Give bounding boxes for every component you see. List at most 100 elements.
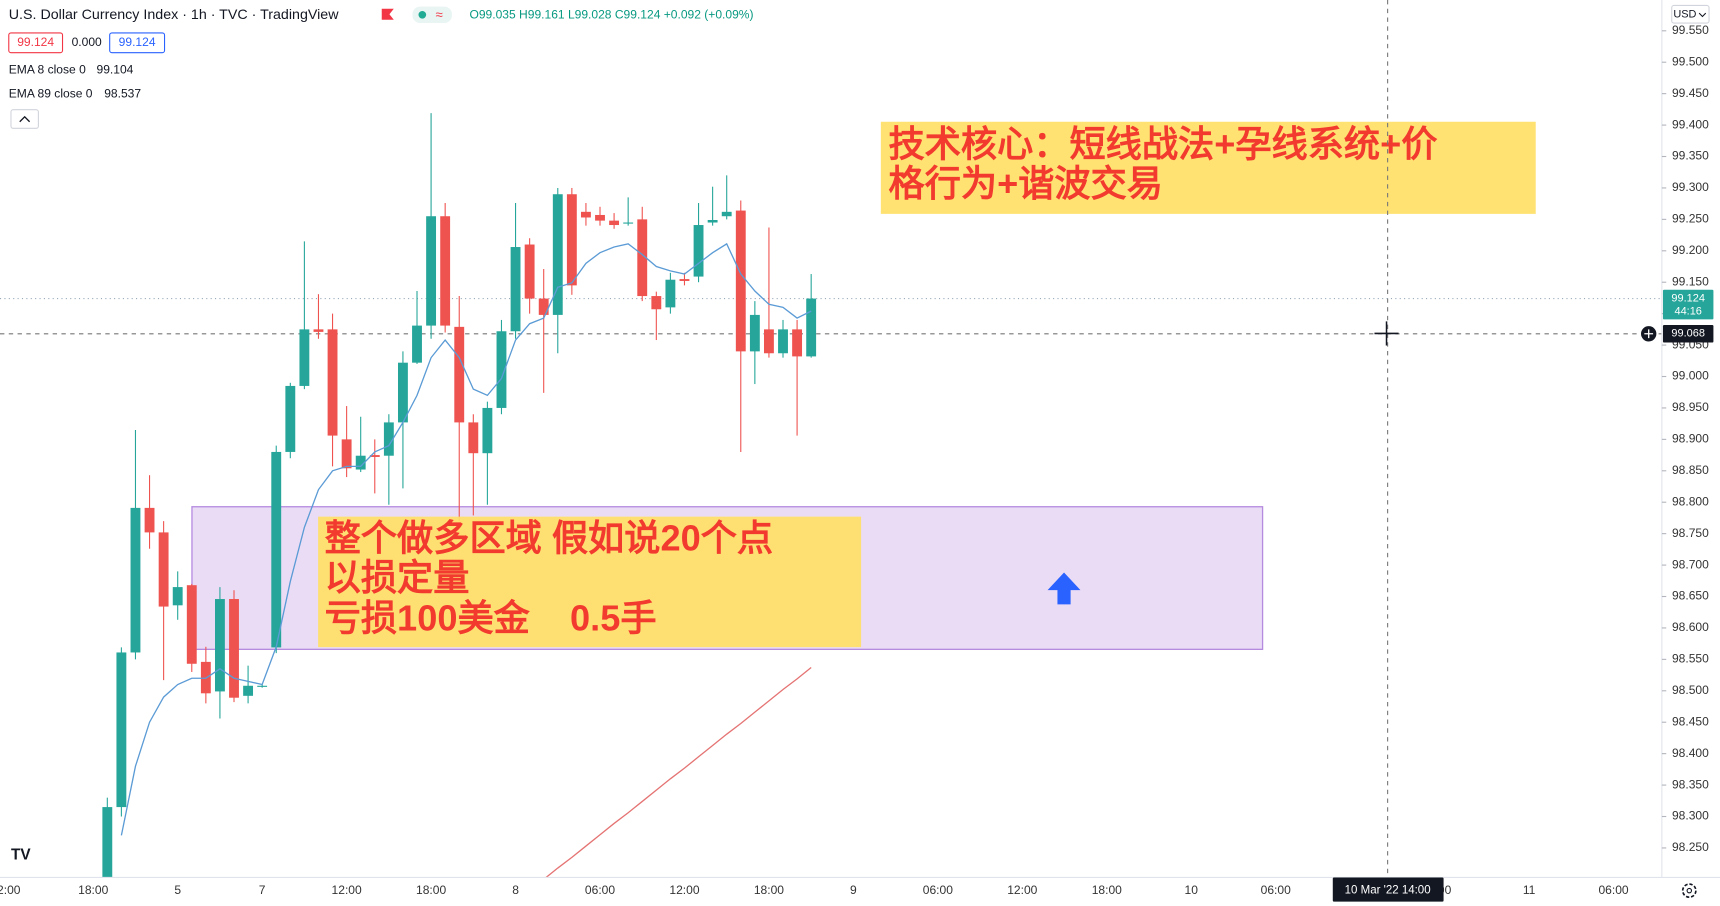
y-tick-label: 98.250 — [1672, 840, 1709, 854]
note-text: 整个做多区域 假如说20个点 — [325, 517, 773, 558]
status-pill[interactable] — [412, 6, 452, 24]
x-tick-label: 06:00 — [923, 883, 953, 897]
candle-body — [482, 407, 493, 454]
last-price-tag — [1662, 289, 1714, 320]
candle-body — [792, 329, 803, 357]
y-tick-label: 99.000 — [1672, 369, 1709, 383]
y-tick-label: 99.300 — [1672, 180, 1709, 194]
candle-body — [749, 314, 760, 352]
candle-body — [778, 329, 788, 354]
x-tick-label: 7 — [259, 883, 266, 897]
candle-body — [341, 439, 352, 469]
x-tick-label: 12:00 — [332, 883, 362, 897]
candle-body — [665, 279, 676, 308]
crosshair-time-tag — [1332, 877, 1444, 902]
candle-body — [679, 279, 690, 281]
note-text: 格行为+谐波交易 — [889, 163, 1163, 204]
ask-box[interactable] — [109, 32, 166, 54]
crosshair-price-tag — [1662, 324, 1714, 343]
settings-icon[interactable] — [1681, 883, 1697, 899]
price-axis — [1661, 0, 1720, 906]
candle-body — [383, 422, 394, 456]
y-tick-label: 99.450 — [1672, 86, 1709, 100]
indicator-lines — [120, 242, 812, 878]
y-tick-label: 98.600 — [1672, 620, 1709, 634]
candle-body — [257, 685, 268, 687]
y-tick-label: 99.250 — [1672, 212, 1709, 226]
candles — [102, 113, 817, 892]
status-icon: ≈ — [435, 7, 442, 22]
candle-body — [454, 326, 465, 423]
y-tick-label: 98.850 — [1672, 463, 1709, 477]
candle-body — [496, 331, 507, 408]
candle-body — [130, 507, 141, 653]
candle-body — [580, 211, 591, 218]
note-box[interactable] — [318, 516, 862, 648]
candle-body — [229, 599, 239, 698]
candle-body — [707, 219, 718, 223]
candle-body — [806, 298, 817, 357]
x-tick-label: 8 — [512, 883, 519, 897]
bid-price: 99.124 — [17, 35, 54, 49]
ohlc-values: O99.035 H99.161 L99.028 C99.124 +0.092 (… — [469, 8, 753, 22]
countdown-label: 44:16 — [1674, 306, 1701, 318]
y-tick-label: 98.700 — [1672, 557, 1709, 571]
currency-button[interactable] — [1671, 4, 1710, 24]
flag-icon[interactable] — [381, 8, 394, 20]
candle-body — [299, 329, 310, 386]
candle-body — [637, 219, 648, 297]
y-tick-label: 98.750 — [1672, 526, 1709, 540]
x-tick-label: 18:00 — [78, 883, 108, 897]
y-tick-label: 98.800 — [1672, 494, 1709, 508]
y-tick-label: 98.400 — [1672, 746, 1709, 760]
x-tick-label: 12:00 — [669, 883, 699, 897]
candle-body — [426, 216, 437, 326]
candle-body — [412, 325, 422, 363]
x-tick-label: 18:00 — [416, 883, 446, 897]
y-tick-label: 98.650 — [1672, 589, 1709, 603]
candle-body — [721, 211, 732, 217]
crosshair-price-label: 99.068 — [1671, 328, 1705, 340]
crosshair-time-label: 10 Mar '22 14:00 — [1345, 885, 1431, 897]
y-tick-label: 99.150 — [1672, 274, 1709, 288]
candle-body — [693, 225, 704, 277]
y-tick-label: 98.450 — [1672, 714, 1709, 728]
y-tick-label: 99.350 — [1672, 149, 1709, 163]
candle-body — [243, 685, 254, 696]
candle-body — [566, 194, 577, 286]
candle-body — [172, 587, 183, 606]
note-box[interactable] — [880, 121, 1536, 214]
bid-box[interactable] — [8, 32, 64, 54]
axis-labels: 99.550 99.500 99.450 99.400 99.350 99.300 99.2… — [0, 23, 1709, 897]
candle-body — [327, 329, 338, 436]
candle-body — [524, 244, 535, 299]
collapse-button[interactable] — [10, 109, 39, 129]
y-tick-label: 99.500 — [1672, 54, 1709, 68]
candle-body — [285, 385, 296, 452]
crosshair-add-icon — [1644, 329, 1654, 339]
y-tick-label: 98.950 — [1672, 400, 1709, 414]
legend-value: 99.104 — [97, 62, 134, 76]
currency-caret — [1698, 12, 1707, 18]
ask-price: 99.124 — [119, 35, 156, 49]
crosshair-cursor — [1374, 321, 1399, 346]
x-tick-label: 06:00 — [1598, 883, 1628, 897]
note-text: 亏损100美金 0.5手 — [325, 597, 657, 638]
indicator-line — [120, 242, 812, 836]
candle-body — [397, 362, 408, 423]
candle-body — [595, 214, 605, 221]
candle-body — [440, 216, 451, 326]
note-text: 技术核心：短线战法+孕线系统+价 — [889, 124, 1439, 165]
y-tick-label: 98.300 — [1672, 809, 1709, 823]
x-tick-label: 06:00 — [1261, 883, 1291, 897]
candle-body — [313, 329, 324, 332]
collapse-icon — [19, 115, 31, 123]
logo[interactable]: TV — [11, 847, 31, 864]
candle-body — [510, 247, 521, 332]
candle-body — [186, 585, 197, 664]
x-tick-label: 2:00 — [0, 883, 21, 897]
y-tick-label: 98.350 — [1672, 777, 1709, 791]
candle-body — [355, 455, 366, 470]
x-tick-label: 11 — [1523, 883, 1536, 897]
